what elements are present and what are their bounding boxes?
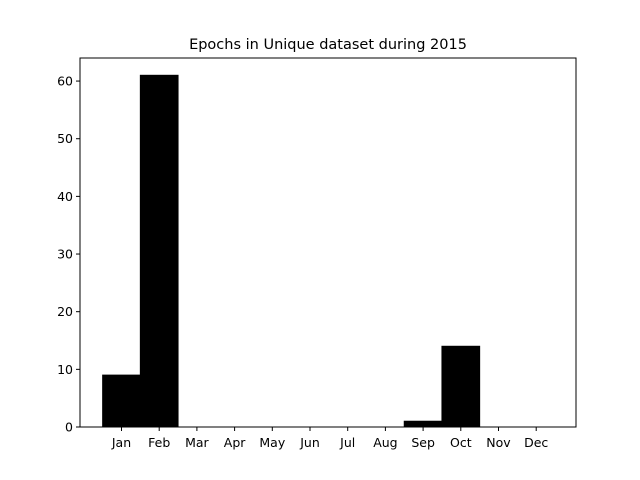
bar-feb xyxy=(139,74,179,428)
bar-oct xyxy=(441,345,481,428)
x-tick-label-jun: Jun xyxy=(299,435,320,450)
x-tick-label-may: May xyxy=(259,435,285,450)
x-tick-label-dec: Dec xyxy=(524,435,548,450)
y-tick-label-20: 20 xyxy=(57,304,73,319)
chart-title: Epochs in Unique dataset during 2015 xyxy=(189,37,467,53)
x-tick-label-sep: Sep xyxy=(411,435,435,450)
y-axis-ticks: 0 10 20 30 40 50 60 xyxy=(57,74,80,435)
plot-area-frame xyxy=(79,57,577,428)
y-tick-label-40: 40 xyxy=(57,189,73,204)
x-tick-label-feb: Feb xyxy=(148,435,170,450)
y-tick-label-60: 60 xyxy=(57,74,73,89)
y-tick-label-10: 10 xyxy=(57,362,73,377)
bars-layer xyxy=(102,74,481,428)
x-tick-label-apr: Apr xyxy=(224,435,246,450)
x-tick-label-jul: Jul xyxy=(339,435,355,450)
x-tick-label-oct: Oct xyxy=(450,435,472,450)
x-tick-label-mar: Mar xyxy=(185,435,209,450)
y-tick-label-30: 30 xyxy=(57,247,73,262)
x-tick-label-aug: Aug xyxy=(373,435,397,450)
y-tick-label-0: 0 xyxy=(65,420,73,435)
y-tick-label-50: 50 xyxy=(57,131,73,146)
bar-sep xyxy=(403,420,443,428)
x-tick-label-nov: Nov xyxy=(486,435,511,450)
bar-jan xyxy=(102,374,141,428)
x-axis-ticks: Jan Feb Mar Apr May Jun Jul Aug Sep Oct Nov Dec xyxy=(111,427,548,450)
x-tick-label-jan: Jan xyxy=(111,435,131,450)
